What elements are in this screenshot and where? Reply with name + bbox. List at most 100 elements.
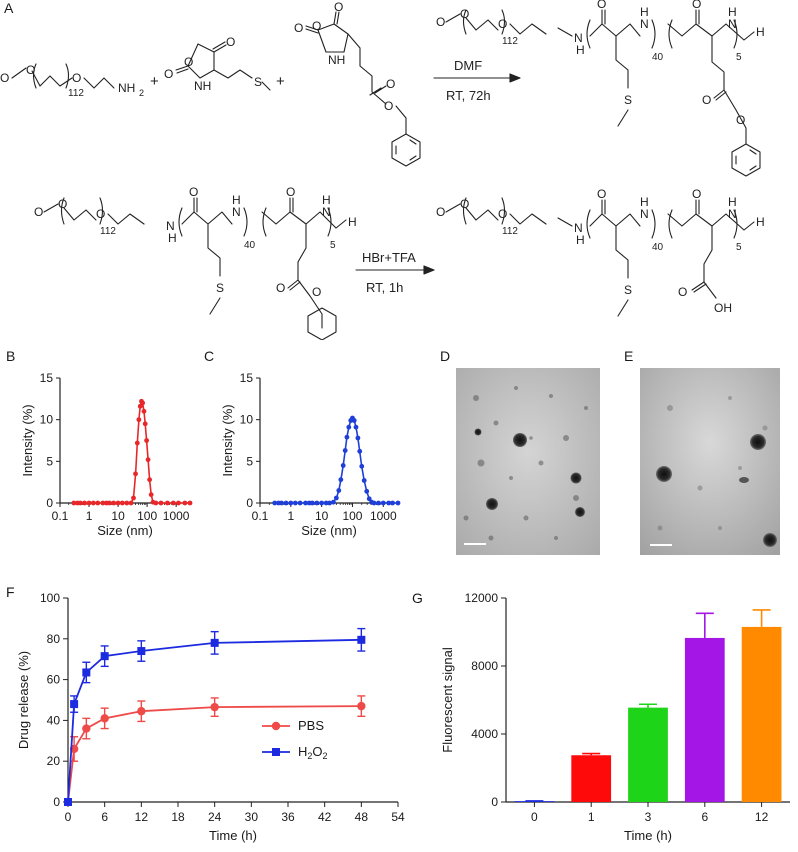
product-1-nh-2: N	[640, 17, 649, 31]
panel-label-c: C	[204, 348, 215, 364]
data-point	[134, 440, 140, 446]
product-1-bracket-met	[586, 19, 656, 49]
product-2-methoxy-o: O	[436, 205, 445, 219]
product-2-glu-side	[691, 225, 717, 299]
x-axis-label: Size (nm)	[97, 523, 153, 538]
data-point	[147, 477, 153, 483]
data-point	[297, 500, 303, 506]
product-1-nh-1: N	[574, 31, 583, 45]
product-1-h-end: H	[756, 25, 765, 39]
data-point	[338, 477, 344, 483]
product-1-co-o-1: O	[597, 0, 606, 11]
data-point	[187, 500, 193, 506]
product-2-co-o-1: O	[597, 187, 606, 201]
data-point	[71, 500, 77, 506]
data-point	[115, 500, 121, 506]
plus-1: +	[150, 73, 159, 90]
bzglu-nca-ring	[317, 23, 349, 53]
product-2-peg-bracket-l	[462, 197, 467, 225]
product-1-peg-bracket-r	[501, 9, 506, 35]
y-tick-label: 40	[47, 713, 61, 727]
bzglu-nca-o-ring: O	[312, 19, 321, 33]
reactant-2-nh-2: N	[232, 205, 241, 219]
x-tick-label: 0.1	[52, 509, 69, 523]
data-point	[210, 638, 219, 647]
reactant-2-bracket-glu	[262, 207, 332, 237]
data-point	[357, 448, 363, 454]
product-1-co-o-2: O	[692, 0, 701, 11]
y-axis-label: Fluorescent signal	[440, 647, 455, 753]
product-2-nh-3: N	[728, 207, 737, 221]
met-nca-o-ring: O	[184, 55, 193, 69]
mpeg-amine-bracket-left	[32, 63, 37, 89]
data-point	[292, 500, 298, 506]
product-1-s: S	[624, 93, 632, 107]
x-tick-label: 100	[342, 509, 362, 523]
met-nca-o-exo-2: O	[226, 35, 235, 49]
reactant-2-nh-3: N	[322, 205, 331, 219]
data-point	[86, 500, 92, 506]
data-point	[210, 702, 219, 712]
bzglu-nca-nh: NH	[328, 53, 345, 67]
y-tick-label: 10	[240, 413, 254, 427]
reactant-2-s: S	[216, 281, 224, 295]
reaction-arrowhead-2	[423, 265, 435, 275]
data-point	[141, 408, 147, 414]
data-point	[158, 500, 164, 506]
data-point	[70, 700, 79, 709]
data-point	[283, 500, 289, 506]
data-point	[128, 500, 134, 506]
tem-image-e	[640, 368, 780, 555]
x-tick-label: 1000	[370, 509, 397, 523]
legend-label-pbs: PBS	[298, 718, 324, 733]
product-2-met-side	[615, 225, 629, 317]
y-tick-label: 5	[46, 454, 53, 468]
x-tick-label: 1000	[163, 509, 190, 523]
product-2-o-2: O	[498, 207, 507, 221]
y-tick-label: 12000	[465, 591, 499, 605]
x-tick-label: 1	[287, 509, 294, 523]
x-axis-label: Size (nm)	[301, 523, 357, 538]
reactant-2-o-1: O	[58, 197, 67, 211]
y-tick-label: 0	[46, 496, 53, 510]
met-nca-carbonyl-1	[212, 41, 227, 53]
tem-d-scale-bar	[464, 543, 486, 545]
data-point	[182, 500, 188, 506]
x-tick-label: 36	[281, 810, 295, 824]
panel-label-e: E	[624, 348, 634, 364]
reactant-2-met-side	[207, 223, 221, 315]
step2-reagent: HBr+TFA	[362, 250, 416, 265]
product-1-met-n: 40	[652, 52, 664, 63]
data-point	[145, 457, 151, 463]
product-1-o-2: O	[498, 17, 507, 31]
data-point	[82, 500, 87, 506]
y-tick-label: 4000	[471, 727, 498, 741]
x-tick-label: 0	[65, 810, 72, 824]
product-1-methoxy-o: O	[436, 15, 445, 29]
chart-c-dls-size-blue: 0 5 10 15 0.1 1 10 100 1000 Size (nm) Intensity (%…	[220, 371, 401, 538]
reactant-2-h-1: H	[168, 231, 177, 245]
reactant-2-peg-bracket-l	[60, 197, 65, 225]
tem-e-particles	[656, 434, 777, 547]
x-tick-label: 6	[701, 810, 708, 824]
data-point	[357, 701, 366, 711]
data-point	[359, 463, 365, 469]
met-nca-nh: NH	[194, 79, 211, 93]
mpeg-nh2-sub: 2	[139, 88, 144, 98]
product-1-h-2: H	[640, 5, 649, 19]
data-point	[288, 500, 294, 506]
data-point	[140, 400, 146, 406]
panel-label-d: D	[440, 348, 451, 364]
bar-3h	[628, 707, 668, 802]
data-point	[170, 500, 176, 506]
data-point	[309, 500, 315, 506]
reactant-2-ester-o: O	[312, 285, 321, 299]
x-tick-label: 42	[318, 810, 332, 824]
synthesis-scheme: O O O 112 NH 2 + O O O NH S + O O O NH O…	[0, 0, 765, 340]
x-tick-label: 48	[355, 810, 369, 824]
mpeg-amine-chain	[11, 67, 115, 89]
data-point	[106, 500, 112, 506]
product-2-carbonyls	[601, 199, 700, 215]
plus-2: +	[276, 73, 285, 90]
product-1-met-side	[615, 35, 629, 127]
